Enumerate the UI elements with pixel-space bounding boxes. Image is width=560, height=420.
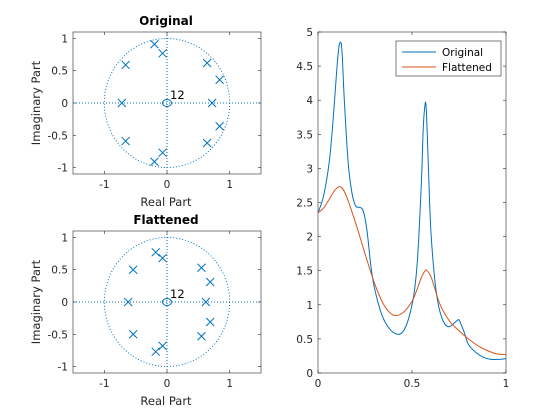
flattened-pole-marker bbox=[151, 347, 161, 357]
original-pole-marker bbox=[207, 98, 217, 108]
original-pole-marker bbox=[215, 75, 224, 85]
flattened-pole-marker bbox=[158, 253, 167, 263]
original-unit-circle bbox=[103, 37, 231, 169]
original-ylabel: Imaginary Part bbox=[29, 60, 43, 145]
flattened-pole-marker bbox=[201, 297, 211, 307]
original-pole-marker bbox=[158, 148, 167, 158]
original-pole-marker bbox=[150, 157, 159, 167]
legend-box bbox=[395, 40, 502, 77]
original-pole-marker bbox=[121, 60, 130, 70]
original-pole-marker bbox=[215, 121, 224, 131]
original-pole-marker bbox=[117, 98, 127, 108]
series-line-flattened bbox=[317, 186, 507, 356]
flattened-pole-marker bbox=[123, 297, 133, 307]
magnitude-ytick-label: 4 bbox=[306, 95, 313, 107]
original-pole-marker bbox=[150, 39, 159, 49]
magnitude-ytick-label: 3.5 bbox=[296, 129, 313, 141]
flattened-pole-marker bbox=[197, 331, 206, 341]
flattened-pole-marker bbox=[128, 329, 138, 339]
flattened-pole-marker bbox=[151, 247, 161, 257]
flattened-ytick-label: 0.5 bbox=[51, 265, 68, 277]
flattened-ytick-label: -0.5 bbox=[48, 329, 69, 341]
flattened-pole-marker bbox=[197, 263, 206, 273]
series-line-original bbox=[317, 41, 507, 361]
flattened-xlabel: Real Part bbox=[140, 394, 192, 408]
original-pole-marker bbox=[121, 136, 130, 146]
legend: Original Flattened bbox=[395, 40, 502, 77]
flattened-title: Flattened bbox=[133, 213, 198, 227]
magnitude-ytick-label: 5 bbox=[306, 27, 313, 39]
original-ytick-label: -1 bbox=[58, 163, 68, 175]
original-pole-marker bbox=[158, 48, 167, 58]
flattened-ytick-label: 0 bbox=[61, 297, 68, 309]
magnitude-ytick-label: 1.5 bbox=[296, 266, 313, 278]
original-pole-marker bbox=[202, 58, 212, 68]
magnitude-axes: 0 0.5 1 0 0.5 1 1.5 2 2.5 3 3.5 4 4.5 5 Original Flat… bbox=[296, 27, 509, 390]
flattened-xtick-label: 0 bbox=[164, 378, 171, 390]
flattened-ytick-label: 1 bbox=[61, 232, 68, 244]
magnitude-ytick-label: 0.5 bbox=[296, 334, 313, 346]
magnitude-xtick-label: 1 bbox=[503, 378, 510, 390]
flattened-zero-marker bbox=[162, 298, 172, 306]
flattened-pole-marker bbox=[205, 317, 215, 327]
magnitude-ytick-label: 0 bbox=[306, 368, 313, 380]
original-title: Original bbox=[139, 14, 193, 28]
original-zero-multiplicity: 12 bbox=[170, 88, 185, 102]
flattened-ytick-label: -1 bbox=[58, 362, 68, 374]
flattened-xtick-label: -1 bbox=[99, 378, 109, 390]
original-ytick-label: 1 bbox=[61, 33, 68, 45]
flattened-unit-circle bbox=[103, 236, 231, 368]
magnitude-ytick-label: 3 bbox=[306, 163, 313, 175]
flattened-pole-marker bbox=[158, 341, 167, 351]
flattened-zero-multiplicity: 12 bbox=[170, 287, 185, 301]
original-ytick-label: 0 bbox=[61, 98, 68, 110]
flattened-pz-axes: Flattened Real Part Imaginary Part 12 -1… bbox=[29, 213, 262, 408]
magnitude-xtick-label: 0 bbox=[315, 378, 322, 390]
flattened-xtick-label: 1 bbox=[226, 378, 233, 390]
original-xlabel: Real Part bbox=[140, 195, 192, 209]
flattened-pole-marker bbox=[128, 265, 138, 275]
magnitude-ytick-label: 4.5 bbox=[296, 61, 313, 73]
original-pz-axes: Original Real Part Imaginary Part 12 -1 0… bbox=[29, 14, 262, 209]
magnitude-ytick-label: 2 bbox=[306, 232, 313, 244]
magnitude-ytick-label: 1 bbox=[306, 300, 313, 312]
original-ytick-label: -0.5 bbox=[48, 130, 69, 142]
original-zero-marker bbox=[162, 99, 172, 107]
magnitude-ytick-label: 2.5 bbox=[296, 198, 313, 210]
original-xtick-label: 0 bbox=[164, 179, 171, 191]
flattened-pole-marker bbox=[205, 277, 215, 287]
original-ytick-label: 0.5 bbox=[51, 66, 68, 78]
legend-label-original: Original bbox=[442, 47, 483, 59]
original-pole-marker bbox=[202, 138, 212, 148]
legend-label-flattened: Flattened bbox=[442, 62, 492, 74]
original-xtick-label: -1 bbox=[99, 179, 109, 191]
magnitude-xtick-label: 0.5 bbox=[404, 378, 421, 390]
original-xtick-label: 1 bbox=[226, 179, 233, 191]
flattened-ylabel: Imaginary Part bbox=[29, 259, 43, 344]
